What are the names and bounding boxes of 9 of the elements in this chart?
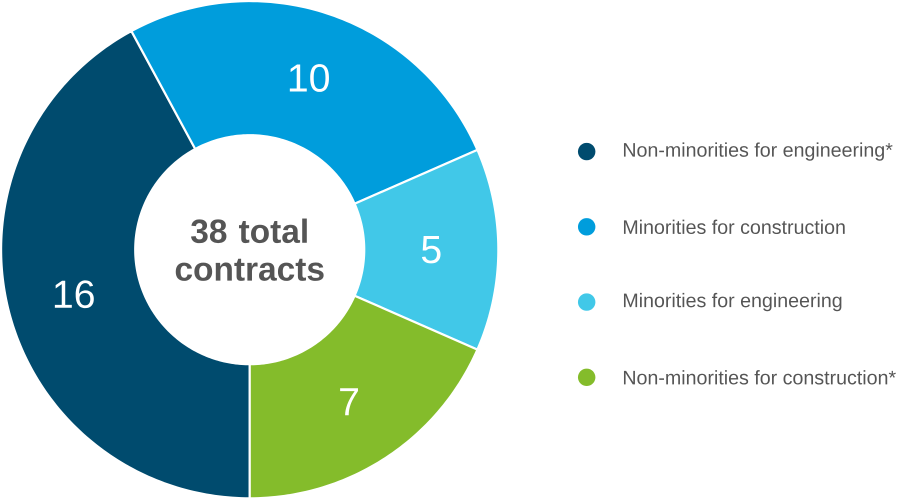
data-label: 7 bbox=[340, 388, 358, 416]
data-label: 5 bbox=[422, 236, 441, 264]
data-label: 10 bbox=[290, 64, 329, 92]
legend-label: Minorities for construction bbox=[624, 219, 845, 234]
legend-label: Minorities for engineering bbox=[624, 292, 842, 311]
text: 38 total contracts bbox=[176, 218, 324, 281]
legend-label: Non-minorities for engineering* bbox=[624, 142, 893, 161]
legend-label: Non-minorities for construction* bbox=[624, 370, 896, 384]
data-label: 16 bbox=[54, 280, 94, 308]
